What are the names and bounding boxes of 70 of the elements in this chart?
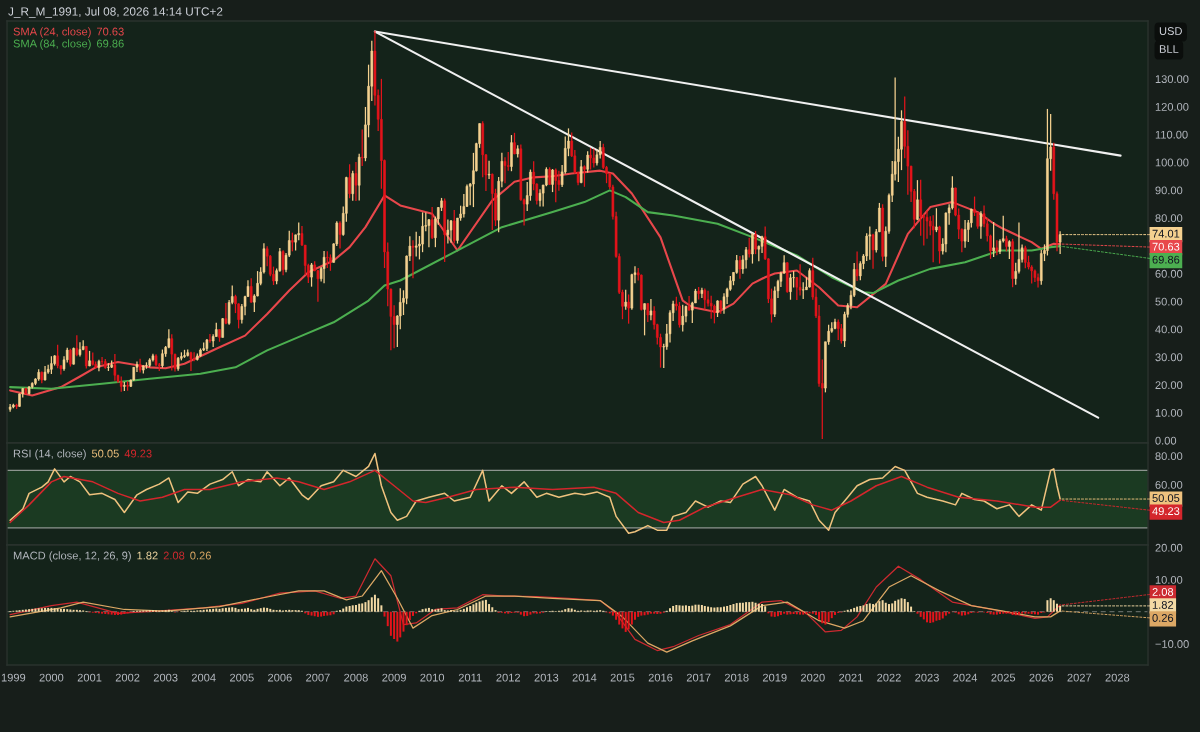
text: USD bbox=[1159, 27, 1182, 35]
y-tick-label: 90.00 bbox=[1155, 186, 1183, 195]
text: 70.63 bbox=[96, 27, 124, 36]
text: 1.82 bbox=[137, 551, 158, 560]
x-tick-label: 2017 bbox=[686, 673, 711, 682]
series-label: RSI (14, close) bbox=[13, 449, 86, 460]
x-tick-label: 2014 bbox=[572, 673, 597, 682]
text: SMA (84, close) bbox=[13, 39, 91, 50]
text: BLL bbox=[1159, 45, 1179, 53]
text: 0.26 bbox=[190, 551, 211, 560]
y-tick-label: 120.00 bbox=[1155, 102, 1189, 111]
x-tick-label: 2025 bbox=[991, 673, 1016, 682]
y-tick-label: 30.00 bbox=[1155, 353, 1183, 362]
y-tick-label: −10.00 bbox=[1155, 640, 1189, 648]
y-tick-label: 50.00 bbox=[1155, 297, 1183, 306]
x-tick-label: 2009 bbox=[382, 673, 406, 682]
y-tick-label: 100.00 bbox=[1155, 158, 1189, 167]
x-tick-label: 2008 bbox=[344, 673, 368, 682]
x-tick-label: 2027 bbox=[1067, 673, 1092, 682]
text: MACD (close, 12, 26, 9) bbox=[13, 551, 131, 562]
x-tick-label: 2026 bbox=[1029, 673, 1054, 682]
annotation: 69.86 bbox=[1152, 255, 1180, 264]
x-tick-label: 2028 bbox=[1105, 673, 1130, 682]
text: 2.08 bbox=[163, 551, 185, 560]
text: 50.05 bbox=[91, 449, 119, 458]
y-tick-label: 20.00 bbox=[1155, 543, 1183, 552]
y-tick-label: 0.00 bbox=[1155, 436, 1177, 445]
annotation: 70.63 bbox=[1152, 242, 1180, 251]
x-tick-label: 2002 bbox=[115, 673, 140, 682]
y-tick-label: 110.00 bbox=[1155, 130, 1188, 139]
x-tick-label: 2001 bbox=[77, 673, 102, 682]
y-tick-label: 80.00 bbox=[1155, 214, 1183, 223]
chart-title: J_R_M_1991, Jul 08, 2026 14:14 UTC+2 bbox=[8, 7, 223, 18]
x-tick-label: 2024 bbox=[953, 673, 978, 682]
x-tick-label: 2016 bbox=[648, 673, 673, 682]
x-tick-label: 2004 bbox=[191, 673, 216, 682]
x-tick-label: 2011 bbox=[458, 673, 482, 682]
x-tick-label: 2022 bbox=[877, 673, 901, 682]
x-tick-label: 2007 bbox=[306, 673, 330, 682]
y-tick-label: 60.00 bbox=[1155, 269, 1183, 278]
y-tick-label: 40.00 bbox=[1155, 325, 1183, 334]
x-tick-label: 2010 bbox=[420, 673, 445, 682]
x-tick-label: 2013 bbox=[534, 673, 559, 682]
y-tick-label: 10.00 bbox=[1155, 575, 1183, 584]
x-tick-label: 2020 bbox=[801, 673, 825, 682]
y-tick-label: 10.00 bbox=[1155, 408, 1183, 417]
x-tick-label: 2012 bbox=[496, 673, 521, 682]
x-tick-label: 1999 bbox=[1, 673, 26, 682]
x-tick-label: 2023 bbox=[915, 673, 939, 682]
text: 49.23 bbox=[124, 449, 152, 458]
x-tick-label: 2000 bbox=[39, 673, 64, 682]
annotation: 49.23 bbox=[1152, 507, 1180, 516]
y-tick-label: 130.00 bbox=[1155, 75, 1189, 83]
annotation: 2.08 bbox=[1152, 588, 1174, 596]
annotation: 0.26 bbox=[1152, 614, 1174, 622]
x-tick-label: 2019 bbox=[762, 673, 787, 682]
text: SMA (24, close) bbox=[13, 27, 91, 38]
x-tick-label: 2015 bbox=[610, 673, 635, 682]
annotation: 50.05 bbox=[1152, 494, 1180, 503]
text: 69.86 bbox=[96, 39, 124, 48]
annotation: 74.01 bbox=[1152, 229, 1180, 238]
y-tick-label: 60.00 bbox=[1155, 480, 1183, 489]
x-tick-label: 2006 bbox=[268, 673, 292, 682]
annotation: 1.82 bbox=[1152, 601, 1174, 609]
y-tick-label: 80.00 bbox=[1155, 452, 1183, 461]
y-tick-label: 20.00 bbox=[1155, 381, 1183, 389]
x-tick-label: 2003 bbox=[153, 673, 178, 682]
x-tick-label: 2018 bbox=[724, 673, 749, 682]
x-tick-label: 2021 bbox=[839, 673, 863, 682]
x-tick-label: 2005 bbox=[230, 673, 254, 682]
